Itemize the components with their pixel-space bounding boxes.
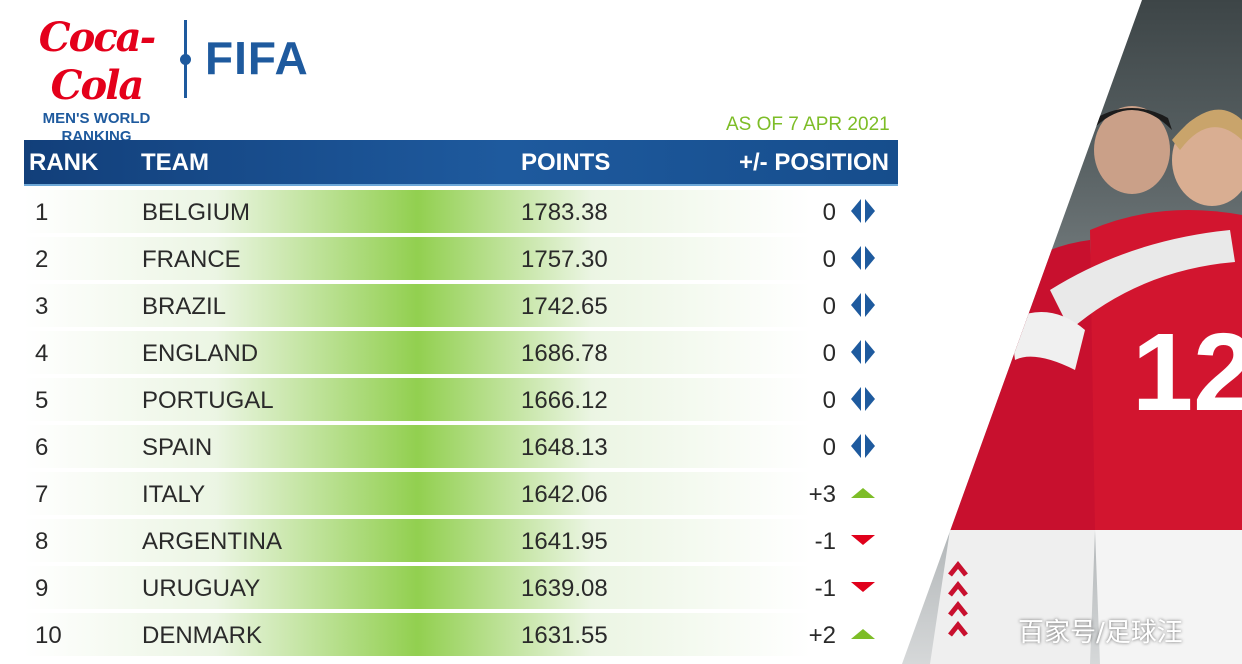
table-row: 4 ENGLAND 1686.78 0 bbox=[24, 331, 898, 374]
logo-divider-dot bbox=[180, 54, 191, 65]
table-row: 8 ARGENTINA 1641.95 -1 bbox=[24, 519, 898, 562]
points-cell: 1783.38 bbox=[521, 199, 608, 226]
position-change-cell: 0 bbox=[822, 293, 836, 320]
coca-cola-logo: Coca-Cola MEN'S WORLD RANKING bbox=[24, 14, 169, 146]
team-cell: ITALY bbox=[142, 481, 206, 508]
points-cell: 1648.13 bbox=[521, 434, 608, 461]
team-cell: SPAIN bbox=[142, 434, 213, 461]
table-header: RANK TEAM POINTS +/- POSITION bbox=[24, 140, 898, 186]
left-right-arrows-icon bbox=[850, 284, 876, 327]
position-change-cell: 0 bbox=[822, 387, 836, 414]
jersey-number: 12 bbox=[1132, 311, 1242, 434]
column-header-position: +/- POSITION bbox=[738, 149, 889, 176]
rank-cell: 10 bbox=[35, 622, 62, 649]
rank-cell: 3 bbox=[35, 293, 49, 320]
table-row: 10 DENMARK 1631.55 +2 bbox=[24, 613, 898, 656]
table-body: 1 BELGIUM 1783.38 0 2 FRANCE 1757.30 0 3 BRAZIL 17… bbox=[24, 190, 898, 656]
left-right-arrows-icon bbox=[850, 378, 876, 421]
position-change-cell: 0 bbox=[822, 246, 836, 273]
position-change-cell: -1 bbox=[814, 528, 836, 555]
left-right-arrows-icon bbox=[850, 237, 876, 280]
team-cell: URUGUAY bbox=[142, 575, 261, 602]
points-cell: 1666.12 bbox=[521, 387, 608, 414]
rank-cell: 9 bbox=[35, 575, 49, 602]
triangle-down-icon bbox=[850, 519, 876, 562]
points-cell: 1757.30 bbox=[521, 246, 608, 273]
column-header-rank: RANK bbox=[29, 149, 99, 176]
team-photo: 12 bbox=[902, 0, 1242, 664]
points-cell: 1641.95 bbox=[521, 528, 608, 555]
as-of-date: AS OF 7 APR 2021 bbox=[726, 114, 890, 135]
left-right-arrows-icon bbox=[850, 331, 876, 374]
points-cell: 1642.06 bbox=[521, 481, 608, 508]
rank-cell: 4 bbox=[35, 340, 49, 367]
ranking-table: RANK TEAM POINTS +/- POSITION 1 BELGIUM 17… bbox=[24, 140, 898, 656]
left-right-arrows-icon bbox=[850, 425, 876, 468]
position-change-cell: +3 bbox=[808, 481, 836, 508]
rank-cell: 1 bbox=[35, 199, 49, 226]
triangle-down-icon bbox=[850, 566, 876, 609]
team-cell: FRANCE bbox=[142, 246, 241, 273]
rank-cell: 6 bbox=[35, 434, 49, 461]
ranking-title-line1: MEN'S WORLD bbox=[42, 110, 151, 127]
triangle-up-icon bbox=[850, 613, 876, 656]
table-row: 7 ITALY 1642.06 +3 bbox=[24, 472, 898, 515]
watermark: 百家号/足球汪 bbox=[1018, 618, 1183, 648]
points-cell: 1742.65 bbox=[521, 293, 608, 320]
rank-cell: 8 bbox=[35, 528, 49, 555]
fifa-logo: FIFA bbox=[205, 32, 309, 84]
position-change-cell: 0 bbox=[822, 434, 836, 461]
triangle-up-icon bbox=[850, 472, 876, 515]
rank-cell: 2 bbox=[35, 246, 49, 273]
points-cell: 1639.08 bbox=[521, 575, 608, 602]
points-cell: 1686.78 bbox=[521, 340, 608, 367]
table-row: 6 SPAIN 1648.13 0 bbox=[24, 425, 898, 468]
position-change-cell: +2 bbox=[808, 622, 836, 649]
team-cell: ENGLAND bbox=[142, 340, 259, 367]
points-cell: 1631.55 bbox=[521, 622, 608, 649]
position-change-cell: 0 bbox=[822, 340, 836, 367]
sponsor-wordmark: Coca-Cola bbox=[38, 14, 156, 109]
team-cell: BELGIUM bbox=[142, 199, 251, 226]
column-header-team: TEAM bbox=[141, 149, 209, 176]
table-row: 2 FRANCE 1757.30 0 bbox=[24, 237, 898, 280]
table-row: 3 BRAZIL 1742.65 0 bbox=[24, 284, 898, 327]
team-cell: BRAZIL bbox=[142, 293, 227, 320]
position-change-cell: -1 bbox=[814, 575, 836, 602]
left-right-arrows-icon bbox=[850, 190, 876, 233]
players-celebrating-illustration: 12 bbox=[930, 106, 1242, 664]
rank-cell: 5 bbox=[35, 387, 49, 414]
position-change-cell: 0 bbox=[822, 199, 836, 226]
table-row: 1 BELGIUM 1783.38 0 bbox=[24, 190, 898, 233]
rank-cell: 7 bbox=[35, 481, 49, 508]
team-cell: DENMARK bbox=[142, 622, 263, 649]
table-row: 5 PORTUGAL 1666.12 0 bbox=[24, 378, 898, 421]
column-header-points: POINTS bbox=[521, 149, 611, 176]
table-row: 9 URUGUAY 1639.08 -1 bbox=[24, 566, 898, 609]
team-cell: PORTUGAL bbox=[142, 387, 274, 414]
team-cell: ARGENTINA bbox=[142, 528, 283, 555]
